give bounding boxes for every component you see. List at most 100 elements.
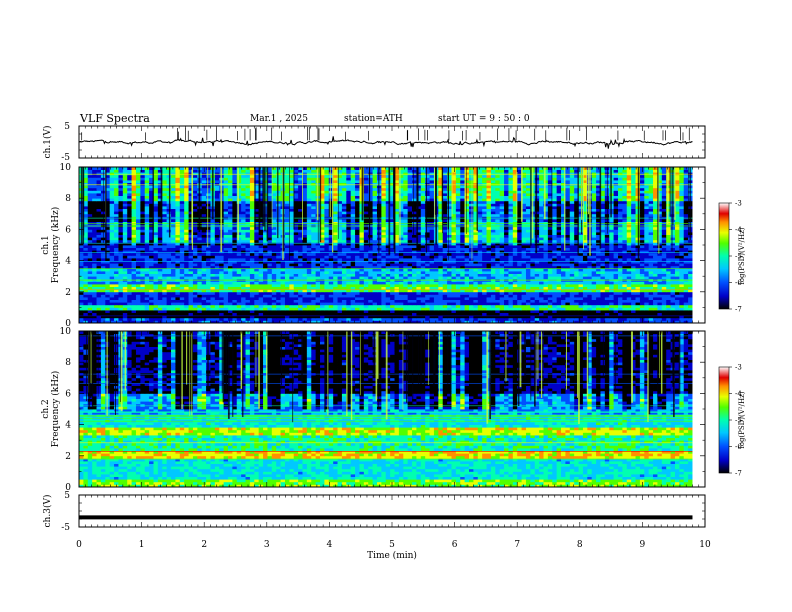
ch1-spectrogram-cell xyxy=(135,304,141,308)
ch1-spectrogram-cell xyxy=(416,260,422,264)
ch1-spectrogram-cell xyxy=(666,268,671,272)
ch1-spectrogram-cell xyxy=(311,302,317,306)
ch1-spectrogram-cell xyxy=(153,265,159,269)
ch1-spectrogram-cell xyxy=(512,242,518,246)
ch1-spectrogram-cell xyxy=(442,242,448,246)
ch1-spectrogram-cell xyxy=(333,315,338,319)
ch1-spectrogram-cell xyxy=(333,276,338,280)
ch1-spectrogram-cell xyxy=(508,289,514,293)
ch1-spectrogram-cell xyxy=(96,268,102,272)
ch1-spectrogram-cell xyxy=(127,263,132,267)
ch1-spectrogram-cell xyxy=(175,302,181,306)
ch1-spectrogram-cell xyxy=(184,252,189,256)
ch1-spectrogram-cell xyxy=(477,310,483,313)
ch1-spectrogram-cell xyxy=(403,252,409,256)
ch1-spectrogram-cell xyxy=(609,260,614,264)
ch1-spectrogram-cell xyxy=(289,284,295,287)
ch1-spectrogram-cell xyxy=(118,297,124,300)
ch1-spectrogram-cell xyxy=(512,317,518,321)
ch1-spectrogram-cell xyxy=(688,315,693,319)
ch1-spectrogram-cell xyxy=(149,255,154,259)
ch1-spectrogram-cell xyxy=(539,237,544,241)
ch1-spectrogram-cell xyxy=(604,281,610,285)
ch1-spectrogram-cell xyxy=(508,286,514,290)
ch1-spectrogram-cell xyxy=(648,263,654,267)
ch1-spectrogram-cell xyxy=(587,297,593,300)
ch1-spectrogram-cell xyxy=(100,317,106,321)
ch1-spectrogram-cell xyxy=(284,317,290,321)
ch1-spectrogram-cell xyxy=(188,242,194,246)
ch1-spectrogram-cell xyxy=(214,315,220,319)
ch1-spectrogram-cell xyxy=(617,286,623,290)
ch1-spectrogram-cell xyxy=(87,239,93,243)
ch1-spectrogram-cell xyxy=(657,265,663,269)
ch1-spectrogram-cell xyxy=(653,317,658,321)
ch1-spectrogram-cell xyxy=(512,250,518,254)
ch1-spectrogram-cell xyxy=(385,281,391,285)
ch1-spectrogram-cell xyxy=(486,268,492,272)
ch1-spectrogram-cell xyxy=(315,271,321,274)
ch1-spectrogram-cell xyxy=(201,252,207,256)
ch1-spectrogram-cell xyxy=(490,247,496,251)
ch1-spectrogram-cell xyxy=(241,294,246,298)
ch1-spectrogram-cell xyxy=(390,260,395,264)
ch1-spectrogram-cell xyxy=(140,299,146,303)
ch1-spectrogram-cell xyxy=(372,273,378,277)
ch1-spectrogram-cell xyxy=(162,317,168,321)
ch1-spectrogram-cell xyxy=(298,304,303,308)
ch1-spectrogram-cell xyxy=(425,276,430,280)
ch1-spectrogram-cell xyxy=(433,302,439,306)
ch1-spectrogram-cell xyxy=(289,294,295,298)
ch1-spectrogram-cell xyxy=(149,312,154,316)
ch1-spectrogram-cell xyxy=(267,263,273,267)
ch1-spectrogram-cell xyxy=(639,260,645,264)
ch1-spectrogram-cell xyxy=(359,299,365,303)
ch1-spectrogram-cell xyxy=(381,284,387,287)
ch1-spectrogram-cell xyxy=(320,281,325,285)
ch1-spectrogram-cell xyxy=(569,271,575,274)
ch1-spectrogram-cell xyxy=(157,302,163,306)
ch1-spectrogram-cell xyxy=(127,255,132,259)
ch1-spectrogram-cell xyxy=(157,312,163,316)
ch1-spectrogram-cell xyxy=(333,242,338,246)
ch1-spectrogram-cell xyxy=(328,255,334,259)
ch1-spectrogram-cell xyxy=(96,263,102,267)
ch1-spectrogram-cell xyxy=(412,317,417,321)
ch1-spectrogram-cell xyxy=(416,297,422,300)
ch1-spectrogram-cell xyxy=(385,260,391,264)
ch1-spectrogram-cell xyxy=(670,273,676,277)
ch1-spectrogram-cell xyxy=(565,234,571,238)
ch1-spectrogram-cell xyxy=(455,276,461,280)
ch1-spectrogram-cell xyxy=(477,302,483,306)
ch1-spectrogram-cell xyxy=(565,294,571,298)
ch1-spectrogram-cell xyxy=(223,263,229,267)
ch1-spectrogram-cell xyxy=(92,312,97,316)
ch1-spectrogram-cell xyxy=(451,302,457,306)
ch1-spectrogram-cell xyxy=(578,286,584,290)
ch1-spectrogram-cell xyxy=(346,304,352,308)
ch1-spectrogram-cell xyxy=(596,252,601,256)
ch1-spectrogram-cell xyxy=(320,320,325,324)
ch1-spectrogram-cell xyxy=(223,304,229,308)
ch1-spectrogram-cell xyxy=(210,234,216,238)
ch1-spectrogram-cell xyxy=(425,310,430,313)
ch1-spectrogram-cell xyxy=(131,320,137,324)
ch1-spectrogram-cell xyxy=(140,268,146,272)
ch1-spectrogram-cell xyxy=(482,307,487,311)
ch1-spectrogram-cell xyxy=(83,317,89,321)
ch1-spectrogram-cell xyxy=(192,310,198,313)
ch1-spectrogram-cell xyxy=(416,315,422,319)
ch1-spectrogram-cell xyxy=(604,276,610,280)
ch1-spectrogram-cell xyxy=(105,260,111,264)
ch1-spectrogram-cell xyxy=(166,237,172,241)
ch1-spectrogram-cell xyxy=(267,237,273,241)
ch1-spectrogram-cell xyxy=(109,265,115,269)
ch1-spectrogram-cell xyxy=(232,258,238,261)
ch1-spectrogram-cell xyxy=(587,315,593,319)
ch1-spectrogram-cell xyxy=(473,237,479,241)
ch1-spectrogram-cell xyxy=(245,273,251,277)
ch1-spectrogram-cell xyxy=(267,315,273,319)
ch1-spectrogram-cell xyxy=(464,307,470,311)
ch1-spectrogram-cell xyxy=(79,252,84,256)
ch1-spectrogram-cell xyxy=(157,315,163,319)
